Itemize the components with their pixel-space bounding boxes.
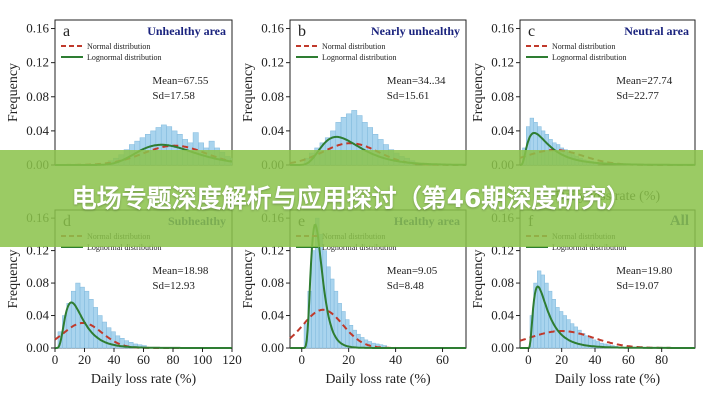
y-tick-label: 0.12 <box>26 55 49 70</box>
stats-sd: Sd=12.93 <box>152 280 195 292</box>
histogram-bar <box>101 321 107 349</box>
legend-normal-label: Normal distribution <box>552 42 615 51</box>
y-axis-label: Frequency <box>6 63 21 122</box>
y-tick-label: 0.04 <box>491 123 514 138</box>
histogram-bar <box>348 325 354 349</box>
x-tick-label: 40 <box>589 352 602 367</box>
y-axis-label: Frequency <box>241 63 256 122</box>
x-tick-label: 0 <box>525 352 532 367</box>
histogram-bar <box>88 299 94 349</box>
x-tick-label: 20 <box>555 352 568 367</box>
histogram-bar <box>341 311 346 349</box>
lognormal-curve <box>520 285 695 349</box>
histogram-bar <box>540 274 545 349</box>
legend-lognormal-label: Lognormal distribution <box>87 53 161 62</box>
x-axis-label: Daily loss rate (%) <box>91 372 197 387</box>
histogram-bar <box>573 326 578 349</box>
histogram-bar <box>544 282 549 349</box>
title-banner: 电场专题深度解析与应用探讨（第46期深度研究） <box>0 150 703 247</box>
y-tick-label: 0.00 <box>491 340 514 355</box>
panel-title: Unhealthy area <box>147 24 226 38</box>
histogram-bar <box>559 311 564 349</box>
histogram-bar <box>566 319 571 349</box>
legend-lognormal-label: Lognormal distribution <box>322 243 396 252</box>
y-axis-label: Frequency <box>471 63 486 122</box>
stats-mean: Mean=67.55 <box>152 75 208 87</box>
y-tick-label: 0.04 <box>26 123 49 138</box>
stats-sd: Sd=19.07 <box>616 280 659 292</box>
normal-curve <box>519 330 695 349</box>
y-tick-label: 0.04 <box>491 308 514 323</box>
y-tick-label: 0.08 <box>491 89 514 104</box>
x-tick-label: 80 <box>167 352 180 367</box>
x-tick-label: 20 <box>342 352 355 367</box>
histogram-bar <box>75 282 81 349</box>
y-tick-label: 0.00 <box>261 340 284 355</box>
legend-lognormal-label: Lognormal distribution <box>552 53 626 62</box>
stats-sd: Sd=8.48 <box>387 280 425 292</box>
x-tick-label: 60 <box>137 352 150 367</box>
legend-lognormal-label: Lognormal distribution <box>552 243 626 252</box>
panel-title: Neutral area <box>624 24 689 38</box>
histogram-bar <box>84 290 90 349</box>
x-tick-label: 0 <box>298 352 305 367</box>
y-tick-label: 0.16 <box>26 21 49 36</box>
legend-normal-label: Normal distribution <box>322 42 385 51</box>
y-tick-label: 0.16 <box>261 21 284 36</box>
y-tick-label: 0.04 <box>261 308 284 323</box>
x-tick-label: 120 <box>222 352 242 367</box>
x-tick-label: 60 <box>436 352 449 367</box>
stats-sd: Sd=15.61 <box>387 90 430 102</box>
x-axis-label: Daily loss rate (%) <box>325 372 431 387</box>
y-tick-label: 0.08 <box>26 89 49 104</box>
x-tick-label: 40 <box>108 352 121 367</box>
stats-mean: Mean=34..34 <box>387 75 446 87</box>
y-tick-label: 0.16 <box>491 21 514 36</box>
stats-mean: Mean=18.98 <box>152 265 208 277</box>
panel-title: Nearly unhealthy <box>371 24 460 38</box>
y-tick-label: 0.08 <box>261 89 284 104</box>
x-tick-label: 80 <box>655 352 668 367</box>
stats-sd: Sd=17.58 <box>152 90 195 102</box>
lognormal-curve <box>290 223 466 349</box>
stats-sd: Sd=22.77 <box>616 90 659 102</box>
y-tick-label: 0.12 <box>261 55 284 70</box>
legend-normal-label: Normal distribution <box>87 42 150 51</box>
y-tick-label: 0.08 <box>26 275 49 290</box>
histogram-bar <box>570 323 575 349</box>
legend-lognormal-label: Lognormal distribution <box>322 53 396 62</box>
y-tick-label: 0.04 <box>26 308 49 323</box>
histogram-bar <box>537 270 542 349</box>
x-tick-label: 100 <box>193 352 213 367</box>
stats-mean: Mean=27.74 <box>616 75 672 87</box>
y-tick-label: 0.08 <box>491 275 514 290</box>
y-axis-label: Frequency <box>471 249 486 308</box>
stats-mean: Mean=19.80 <box>616 265 672 277</box>
histogram-bar <box>311 250 316 349</box>
banner-title: 电场专题深度解析与应用探讨（第46期深度研究） <box>71 183 632 213</box>
histogram-bar <box>70 290 76 349</box>
y-axis-label: Frequency <box>6 249 21 308</box>
x-tick-label: 40 <box>389 352 402 367</box>
y-axis-label: Frequency <box>241 249 256 308</box>
x-tick-label: 0 <box>52 352 59 367</box>
x-tick-label: 20 <box>78 352 91 367</box>
y-tick-label: 0.12 <box>491 55 514 70</box>
legend-lognormal-label: Lognormal distribution <box>87 243 161 252</box>
stats-mean: Mean=9.05 <box>387 265 438 277</box>
y-tick-label: 0.08 <box>261 275 284 290</box>
histogram-bar <box>352 329 357 349</box>
histogram-bar <box>345 319 350 349</box>
x-tick-label: 60 <box>622 352 635 367</box>
y-tick-label: 0.00 <box>26 340 49 355</box>
panel-letter: a <box>63 23 70 40</box>
panel-letter: b <box>298 23 306 40</box>
x-axis-label: Daily loss rate (%) <box>555 372 661 387</box>
panel-letter: c <box>528 23 535 40</box>
y-tick-label: 0.04 <box>261 123 284 138</box>
